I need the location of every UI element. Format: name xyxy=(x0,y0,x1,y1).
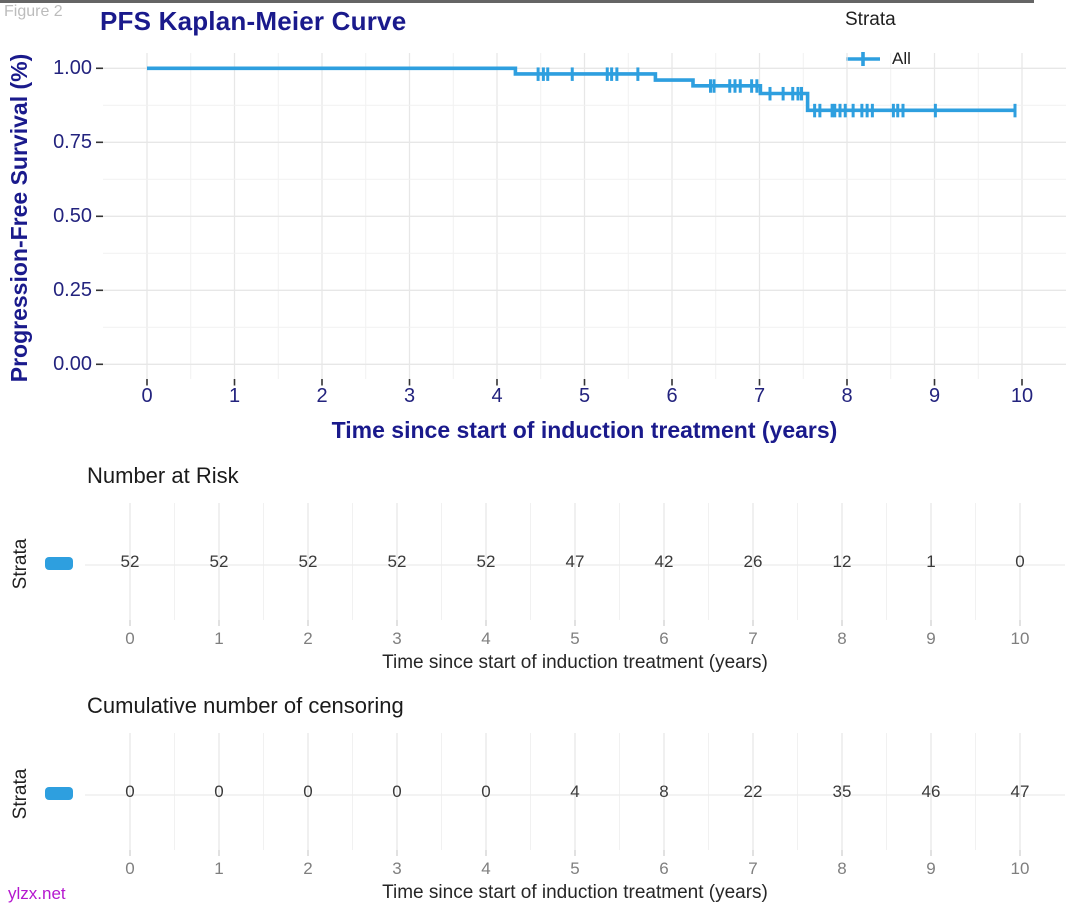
legend-item-label: All xyxy=(892,49,911,68)
table-value: 52 xyxy=(387,552,407,571)
x-tick-label: 0 xyxy=(125,859,135,878)
x-tick-label: 3 xyxy=(403,385,416,407)
table-value: 52 xyxy=(298,552,318,571)
table-value: 47 xyxy=(565,552,585,571)
x-tick-label: 4 xyxy=(481,859,491,878)
x-axis-title: Time since start of induction treatment … xyxy=(331,417,838,443)
table-value: 8 xyxy=(659,782,669,801)
x-tick-label: 9 xyxy=(926,629,936,648)
km-curve-plot xyxy=(103,53,1066,379)
legend-key-icon xyxy=(846,52,880,66)
table-value: 26 xyxy=(743,552,763,571)
figure-label-watermark: Figure 2 xyxy=(4,3,63,20)
x-tick-label: 6 xyxy=(659,859,669,878)
chart-title: PFS Kaplan-Meier Curve xyxy=(100,6,407,36)
x-tick-label: 5 xyxy=(578,385,591,407)
table-value: 4 xyxy=(570,782,580,801)
x-tick-label: 3 xyxy=(392,859,402,878)
table-value: 47 xyxy=(1010,782,1030,801)
y-axis-title: Progression-Free Survival (%) xyxy=(6,53,32,383)
survival-curve xyxy=(147,66,1015,113)
table-value: 52 xyxy=(209,552,229,571)
x-tick-label: 10 xyxy=(1010,629,1030,648)
x-tick-label: 10 xyxy=(1010,859,1030,878)
x-tick-label: 1 xyxy=(214,629,224,648)
table-value: 1 xyxy=(926,552,936,571)
y-tick-label: 0.75 xyxy=(53,131,92,154)
x-tick-label: 7 xyxy=(748,629,758,648)
table-value: 46 xyxy=(921,782,941,801)
x-tick-label: 8 xyxy=(841,385,853,407)
table-value: 0 xyxy=(1015,552,1025,571)
risk-x-tick-labels: 0 1 2 3 4 5 6 7 8 9 10 xyxy=(85,629,1065,651)
table-value: 52 xyxy=(476,552,496,571)
x-tick-label: 2 xyxy=(316,385,328,407)
table-value: 52 xyxy=(120,552,140,571)
y-axis-tick-labels: 1.00 0.75 0.50 0.25 0.00 xyxy=(38,53,92,379)
censoring-grid xyxy=(85,733,1065,850)
x-tick-label: 7 xyxy=(748,859,758,878)
x-tick-label: 2 xyxy=(303,629,313,648)
table-value: 35 xyxy=(832,782,852,801)
censoring-strata-axis-label: Strata xyxy=(10,768,31,820)
risk-strata-axis-label: Strata xyxy=(10,538,31,590)
y-tick-label: 0.50 xyxy=(53,205,92,228)
table-value: 12 xyxy=(832,552,852,571)
top-edge-strip xyxy=(0,0,1034,3)
censoring-strata-color-dash xyxy=(45,787,73,800)
censoring-x-axis-title: Time since start of induction treatment … xyxy=(382,882,768,903)
x-tick-label: 4 xyxy=(491,385,503,407)
x-tick-label: 2 xyxy=(303,859,313,878)
table-value: 22 xyxy=(743,782,763,801)
x-tick-label: 0 xyxy=(141,385,153,407)
x-tick-label: 8 xyxy=(837,629,847,648)
risk-x-axis-title: Time since start of induction treatment … xyxy=(382,652,768,673)
risk-values-row: 52 52 52 52 52 47 42 26 12 1 0 xyxy=(85,552,1065,576)
y-tick-label: 0.00 xyxy=(53,353,92,376)
table-value: 0 xyxy=(125,782,135,801)
x-tick-label: 3 xyxy=(392,629,402,648)
x-tick-label: 9 xyxy=(928,385,941,407)
risk-grid xyxy=(85,503,1065,620)
y-axis-tick-marks xyxy=(96,67,103,366)
site-watermark: ylzx.net xyxy=(8,884,66,903)
risk-table-title: Number at Risk xyxy=(87,463,239,488)
censoring-values-row: 0 0 0 0 0 4 8 22 35 46 47 xyxy=(85,782,1065,806)
table-value: 42 xyxy=(654,552,674,571)
censoring-x-tick-marks xyxy=(129,850,1021,856)
legend-item-all: All xyxy=(845,49,911,69)
x-tick-label: 4 xyxy=(481,629,491,648)
table-value: 0 xyxy=(481,782,491,801)
x-tick-label: 6 xyxy=(666,385,678,407)
x-tick-label: 5 xyxy=(570,859,580,878)
table-value: 0 xyxy=(303,782,313,801)
y-tick-label: 1.00 xyxy=(53,57,92,80)
x-tick-label: 8 xyxy=(837,859,847,878)
x-tick-label: 1 xyxy=(228,385,241,407)
censoring-plot-area xyxy=(85,733,1065,850)
x-tick-label: 1 xyxy=(214,859,224,878)
table-value: 0 xyxy=(392,782,402,801)
x-tick-label: 7 xyxy=(753,385,766,407)
x-axis-tick-labels: 0 1 2 3 4 5 6 7 8 9 10 xyxy=(103,385,1066,409)
x-tick-label: 6 xyxy=(659,629,669,648)
censoring-table-title: Cumulative number of censoring xyxy=(87,693,404,718)
x-axis-tick-marks xyxy=(146,379,1023,386)
x-tick-label: 10 xyxy=(1010,385,1034,407)
legend-title: Strata xyxy=(845,9,896,30)
plot-area xyxy=(103,53,1066,379)
x-tick-label: 5 xyxy=(570,629,580,648)
x-tick-label: 9 xyxy=(926,859,936,878)
risk-x-tick-marks xyxy=(129,620,1021,626)
risk-strata-color-dash xyxy=(45,557,73,570)
risk-plot-area xyxy=(85,503,1065,620)
y-tick-label: 0.25 xyxy=(53,279,92,302)
censoring-x-tick-labels: 0 1 2 3 4 5 6 7 8 9 10 xyxy=(85,859,1065,881)
x-tick-label: 0 xyxy=(125,629,135,648)
table-value: 0 xyxy=(214,782,224,801)
